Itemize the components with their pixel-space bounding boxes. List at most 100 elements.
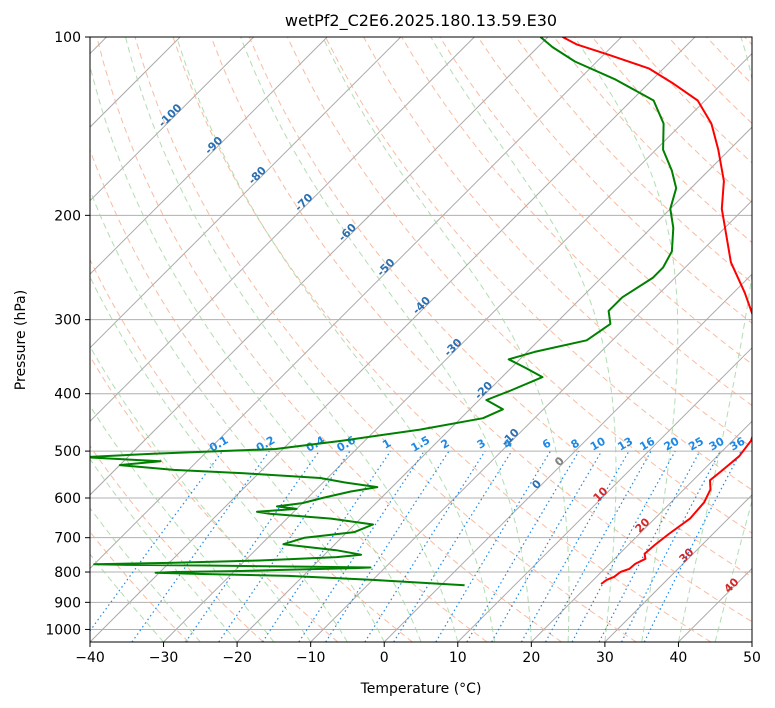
mixing-ratio-line — [598, 450, 701, 642]
mixing-ratio-label: 3 — [475, 437, 488, 452]
dry-adiabat-label: 30 — [677, 545, 697, 565]
x-tick-label: 50 — [743, 650, 761, 666]
dry-adiabat-line — [325, 37, 752, 491]
y-axis-title: Pressure (hPa) — [13, 290, 29, 390]
dry-adiabat-line — [172, 37, 712, 642]
y-tick-label: 800 — [54, 565, 81, 581]
plot-data — [90, 37, 752, 587]
plot-frame — [89, 36, 753, 643]
isotherm-label: -90 — [202, 134, 225, 157]
moist-adiabat-line — [90, 507, 201, 642]
dry-adiabat-line — [90, 148, 488, 642]
moist-adiabat-line — [90, 275, 348, 642]
moist-adiabat-line — [322, 37, 570, 642]
moist-adiabat-line — [90, 553, 164, 642]
y-tick-label: 300 — [54, 313, 81, 329]
isotherm-line — [90, 37, 549, 496]
isotherm-line — [90, 37, 475, 423]
y-tick-label: 400 — [54, 387, 81, 403]
mixing-ratio-line — [261, 450, 391, 642]
x-tick-label: 20 — [522, 650, 540, 666]
dry-adiabat-line — [744, 37, 752, 46]
dry-adiabat-line — [515, 37, 752, 284]
dry-adiabat-line — [134, 37, 637, 642]
x-tick-label: −20 — [222, 650, 252, 666]
dry-adiabat-label: 10 — [591, 484, 611, 504]
mixing-ratio-line — [325, 450, 450, 642]
isotherm-line — [383, 273, 752, 642]
x-tick-label: −10 — [296, 650, 326, 666]
x-tick-label: −40 — [75, 650, 105, 666]
dry-adiabat-line — [477, 37, 752, 324]
dry-adiabat-line — [90, 258, 413, 642]
isotherm-label: -70 — [292, 191, 315, 214]
mixing-ratio-line — [393, 450, 513, 642]
x-tick-label: −30 — [149, 650, 179, 666]
dry-adiabat-line — [439, 37, 752, 365]
mixing-ratio-label: 6 — [540, 436, 553, 451]
moist-adiabat-line — [240, 37, 532, 642]
dewpoint-profile — [90, 37, 678, 587]
x-tick-label: 40 — [670, 650, 688, 666]
temperature-profile — [562, 37, 752, 585]
y-tick-label: 700 — [54, 531, 81, 547]
x-tick-label: 0 — [380, 650, 389, 666]
plot-background: 0.1 0.2 0.4 0.6 1 1.5 2 3 4 6 8 10 13 16 20 25 30 36-100-… — [90, 37, 752, 642]
isotherm-line — [90, 37, 696, 642]
mixing-ratio-label: 1 — [380, 437, 393, 452]
moist-adiabat-line — [677, 37, 752, 642]
moist-adiabat-line — [430, 37, 617, 642]
mixing-ratio-line — [571, 450, 676, 642]
moist-adiabat-line — [574, 37, 679, 642]
isotherm-label: -40 — [410, 294, 433, 317]
isotherm-label: -50 — [374, 256, 397, 279]
isotherm-line — [604, 494, 752, 642]
y-tick-label: 500 — [54, 444, 81, 460]
dry-adiabat-line — [90, 445, 264, 642]
y-tick-label: 900 — [54, 595, 81, 611]
isotherm-label: -30 — [441, 336, 464, 359]
isotherm-label: -10 — [499, 426, 522, 449]
x-tick-label: 30 — [596, 650, 614, 666]
mixing-ratio-line — [298, 450, 425, 642]
moist-adiabat-line — [90, 188, 385, 642]
mixing-ratio-label: 2 — [439, 437, 452, 452]
dry-adiabat-label: 40 — [722, 575, 742, 595]
y-tick-label: 1000 — [45, 622, 81, 638]
mixing-ratio-line — [185, 450, 320, 642]
mixing-ratio-line — [90, 450, 223, 632]
isotherm-line — [457, 347, 752, 642]
dry-adiabat-line — [286, 37, 752, 534]
dry-adiabat-line — [248, 37, 752, 578]
y-tick-label: 100 — [54, 30, 81, 46]
mixing-ratio-label: 8 — [569, 437, 582, 452]
mixing-ratio-line — [131, 450, 270, 642]
isotherm-label: -60 — [336, 221, 359, 244]
dry-adiabat-line — [706, 37, 752, 85]
moist-adiabat-line — [125, 37, 459, 642]
dry-adiabat-line — [629, 37, 752, 164]
moist-adiabat-line — [90, 405, 275, 642]
moist-adiabat-line — [176, 37, 496, 642]
dry-adiabat-label: 20 — [633, 515, 653, 535]
isotherm-line — [236, 126, 752, 642]
moist-adiabat-line — [90, 345, 312, 642]
mixing-ratio-line — [218, 450, 351, 642]
y-tick-label: 200 — [54, 208, 81, 224]
y-tick-label: 600 — [54, 491, 81, 507]
dry-adiabat-line — [210, 37, 752, 623]
isotherm-line — [530, 420, 752, 642]
mixing-ratio-line — [643, 450, 742, 642]
moist-adiabat-line — [90, 63, 422, 642]
isotherm-line — [90, 37, 255, 202]
y-axis: 100 200 300 400 500 600 700 800 900 1000 — [45, 30, 90, 638]
moist-adiabat-line — [90, 458, 238, 642]
isotherm-line — [90, 37, 622, 570]
isotherm-label: -100 — [156, 101, 185, 130]
mixing-ratio-line — [435, 450, 552, 642]
x-axis: −40 −30 −20 −10 0 10 20 30 40 50 — [75, 642, 761, 666]
isotherm-line — [90, 37, 328, 275]
isotherm-line — [90, 37, 402, 349]
x-tick-label: 10 — [449, 650, 467, 666]
